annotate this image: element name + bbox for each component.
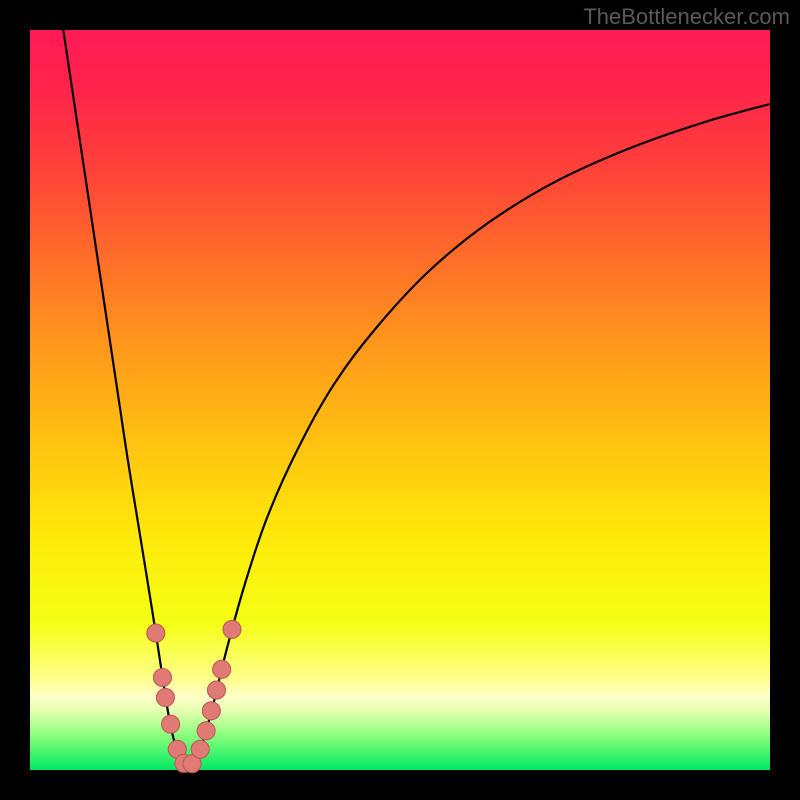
plot-background [30, 30, 770, 770]
watermark-text: TheBottlenecker.com [583, 4, 790, 30]
data-marker [156, 688, 174, 706]
data-marker [207, 681, 225, 699]
data-marker [223, 620, 241, 638]
data-marker [162, 715, 180, 733]
data-marker [147, 624, 165, 642]
chart-root: TheBottlenecker.com [0, 0, 800, 800]
data-marker [191, 740, 209, 758]
data-marker [197, 722, 215, 740]
data-marker [153, 669, 171, 687]
chart-canvas [0, 0, 800, 800]
data-marker [202, 702, 220, 720]
data-marker [213, 660, 231, 678]
